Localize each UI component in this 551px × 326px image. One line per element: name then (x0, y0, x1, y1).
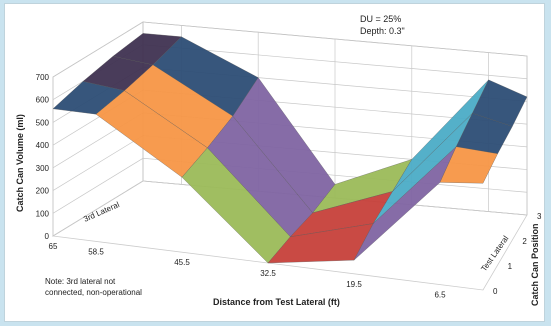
y-tick-label: 200 (36, 187, 50, 196)
x-tick-label: 19.5 (346, 280, 362, 289)
note-line-1: Note: 3rd lateral not (45, 277, 116, 286)
x-tick-label: 58.5 (88, 247, 104, 256)
x-tick-label: 65 (49, 242, 58, 251)
depth-tick-label: 2 (522, 237, 527, 246)
x-axis-label: Distance from Test Lateral (ft) (213, 297, 340, 307)
x-tick-label: 32.5 (260, 269, 276, 278)
y-tick-label: 400 (36, 141, 50, 150)
du-annotation: DU = 25% (360, 14, 401, 24)
surface-chart: 0 100 200 300 400 500 600 700 65 58.5 45.5 32.5 19.5… (15, 14, 542, 307)
y-tick-label: 0 (45, 232, 50, 241)
y-axis-label: Catch Can Volume (ml) (15, 114, 25, 212)
chart-frame: 0 100 200 300 400 500 600 700 65 58.5 45.5 32.5 19.5… (4, 3, 545, 322)
depth-tick-label: 0 (493, 287, 498, 296)
y-tick-label: 600 (36, 96, 50, 105)
third-lateral-label: 3rd Lateral (82, 200, 121, 224)
depth-annotation: Depth: 0.3" (360, 26, 405, 36)
y-tick-label: 500 (36, 118, 50, 127)
test-lateral-label: Test Lateral (479, 234, 510, 273)
note-line-2: connected, non-operational (45, 288, 142, 297)
y-tick-label: 300 (36, 164, 50, 173)
depth-tick-label: 1 (508, 262, 513, 271)
tick-labels: 0 100 200 300 400 500 600 700 65 58.5 45.5 32.5 19.5… (36, 73, 542, 300)
depth-tick-label: 3 (537, 212, 542, 221)
depth-axis-label: Catch Can Position (530, 223, 540, 306)
x-tick-label: 45.5 (174, 258, 190, 267)
surface-patch (439, 146, 498, 184)
y-tick-label: 100 (36, 209, 50, 218)
surface-mesh (52, 33, 528, 264)
y-tick-label: 700 (36, 73, 50, 82)
x-tick-label: 6.5 (434, 291, 446, 300)
